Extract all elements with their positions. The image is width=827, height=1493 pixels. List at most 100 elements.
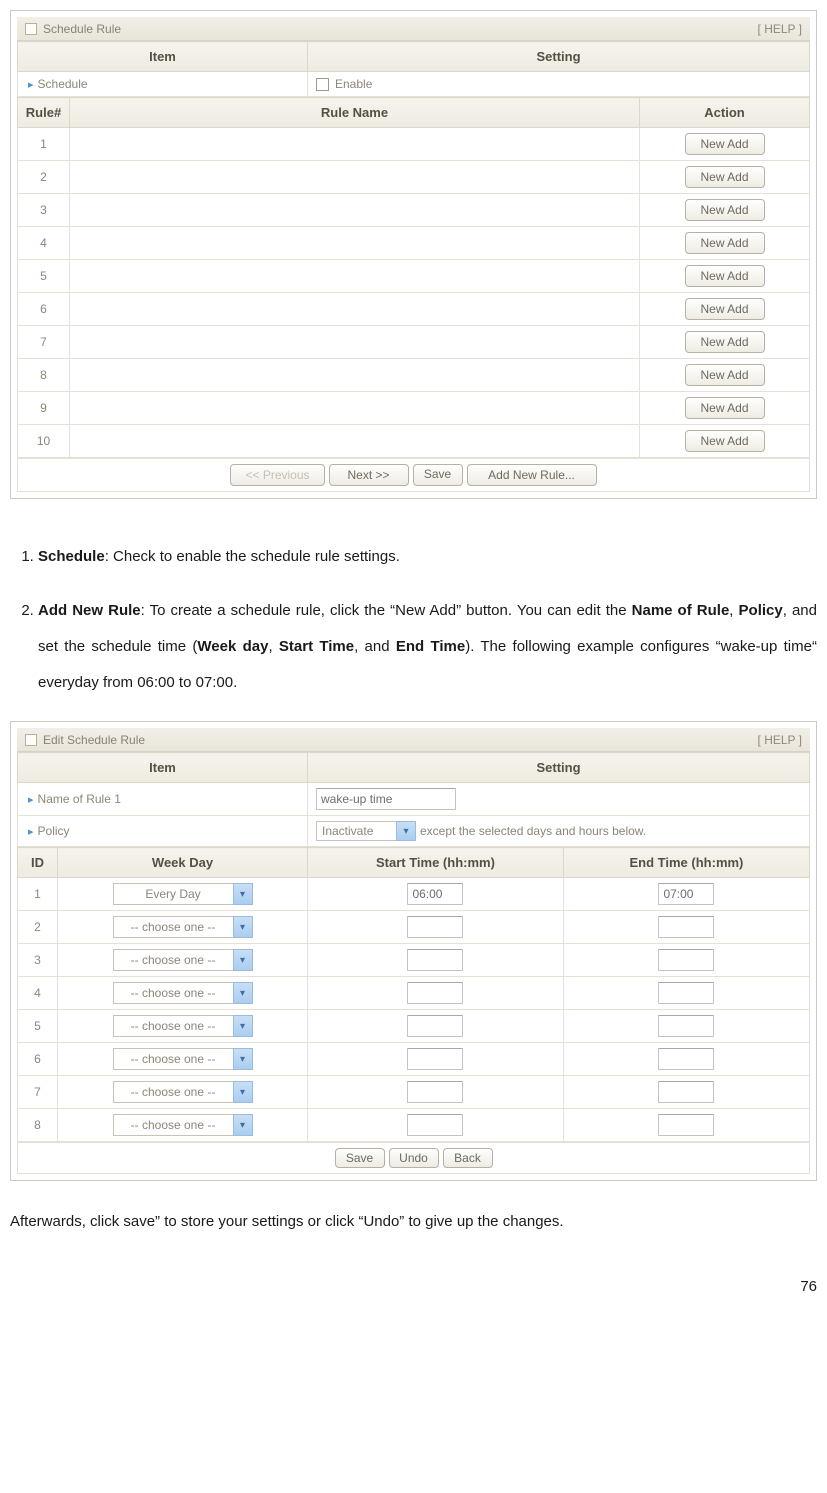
weekday-select[interactable]: Every Day▾ xyxy=(113,883,253,905)
end-cell xyxy=(563,1010,809,1043)
panel1-title: Schedule Rule xyxy=(43,22,121,36)
p2-col-setting: Setting xyxy=(308,753,810,783)
col-rule-name: Rule Name xyxy=(70,98,640,128)
chevron-down-icon: ▾ xyxy=(233,1081,253,1103)
save-button-2[interactable]: Save xyxy=(335,1148,385,1168)
id-cell: 5 xyxy=(18,1010,58,1043)
collapse-icon[interactable] xyxy=(25,734,37,746)
rule-row: 7 New Add xyxy=(18,326,810,359)
new-add-button[interactable]: New Add xyxy=(685,232,765,254)
start-time-input[interactable] xyxy=(407,1048,463,1070)
end-time-input[interactable] xyxy=(658,949,714,971)
panel1-titlebar: Schedule Rule [ HELP ] xyxy=(17,17,810,41)
weekday-select[interactable]: -- choose one --▾ xyxy=(113,1048,253,1070)
help-link-2[interactable]: [ HELP ] xyxy=(758,733,802,747)
week-cell: -- choose one --▾ xyxy=(58,944,308,977)
end-time-input[interactable] xyxy=(658,982,714,1004)
new-add-button[interactable]: New Add xyxy=(685,199,765,221)
name-of-rule-label: ▸Name of Rule 1 xyxy=(18,783,308,816)
item-setting-table: Item Setting ▸Schedule Enable xyxy=(17,41,810,97)
week-cell: -- choose one --▾ xyxy=(58,911,308,944)
page-number: 76 xyxy=(10,1278,817,1295)
chevron-down-icon: ▾ xyxy=(396,821,416,841)
footer-cell: << Previous Next >> Save Add New Rule... xyxy=(18,459,810,492)
new-add-button[interactable]: New Add xyxy=(685,265,765,287)
add-new-rule-button[interactable]: Add New Rule... xyxy=(467,464,597,486)
panel1-footer: << Previous Next >> Save Add New Rule... xyxy=(17,458,810,492)
end-time-input[interactable] xyxy=(658,1048,714,1070)
start-time-input[interactable] xyxy=(407,949,463,971)
panel2-footer: Save Undo Back xyxy=(17,1142,810,1174)
rule-action-cell: New Add xyxy=(640,161,810,194)
weekday-select[interactable]: -- choose one --▾ xyxy=(113,1114,253,1136)
end-time-input[interactable] xyxy=(658,883,714,905)
end-time-input[interactable] xyxy=(658,1114,714,1136)
start-time-input[interactable] xyxy=(407,1114,463,1136)
rule-num-cell: 7 xyxy=(18,326,70,359)
next-button[interactable]: Next >> xyxy=(329,464,409,486)
start-time-input[interactable] xyxy=(407,883,463,905)
rule-action-cell: New Add xyxy=(640,260,810,293)
start-time-input[interactable] xyxy=(407,982,463,1004)
col-start: Start Time (hh:mm) xyxy=(308,848,564,878)
weekday-select[interactable]: -- choose one --▾ xyxy=(113,1081,253,1103)
collapse-icon[interactable] xyxy=(25,23,37,35)
end-cell xyxy=(563,878,809,911)
row-marker-icon: ▸ xyxy=(28,826,34,838)
chevron-down-icon: ▾ xyxy=(233,982,253,1004)
schedule-row-label: ▸Schedule xyxy=(18,72,308,97)
new-add-button[interactable]: New Add xyxy=(685,133,765,155)
edit-schedule-rule-panel: Edit Schedule Rule [ HELP ] Item Setting… xyxy=(10,721,817,1181)
col-end: End Time (hh:mm) xyxy=(563,848,809,878)
weekday-select[interactable]: -- choose one --▾ xyxy=(113,1015,253,1037)
body-instructions: Schedule: Check to enable the schedule r… xyxy=(10,539,817,701)
rules-table: Rule# Rule Name Action 1New Add2New Add3… xyxy=(17,97,810,458)
id-cell: 3 xyxy=(18,944,58,977)
new-add-button[interactable]: New Add xyxy=(685,166,765,188)
new-add-button[interactable]: New Add xyxy=(685,397,765,419)
end-time-input[interactable] xyxy=(658,1015,714,1037)
rule-row: 4 New Add xyxy=(18,227,810,260)
weekday-select[interactable]: -- choose one --▾ xyxy=(113,916,253,938)
rule-num-cell: 3 xyxy=(18,194,70,227)
start-time-input[interactable] xyxy=(407,916,463,938)
new-add-button[interactable]: New Add xyxy=(685,430,765,452)
start-cell xyxy=(308,1109,564,1142)
start-time-input[interactable] xyxy=(407,1081,463,1103)
step-2: Add New Rule: To create a schedule rule,… xyxy=(38,593,817,701)
end-cell xyxy=(563,1109,809,1142)
weekday-row: 4-- choose one --▾ xyxy=(18,977,810,1010)
col-rule-num: Rule# xyxy=(18,98,70,128)
rule-num-cell: 10 xyxy=(18,425,70,458)
rule-name-input[interactable] xyxy=(316,788,456,810)
weekday-row: 2-- choose one --▾ xyxy=(18,911,810,944)
end-cell xyxy=(563,944,809,977)
end-time-input[interactable] xyxy=(658,916,714,938)
id-cell: 8 xyxy=(18,1109,58,1142)
week-cell: -- choose one --▾ xyxy=(58,1043,308,1076)
weekday-select[interactable]: -- choose one --▾ xyxy=(113,982,253,1004)
new-add-button[interactable]: New Add xyxy=(685,364,765,386)
rule-name-cell xyxy=(70,392,640,425)
afterwards-text: Afterwards, click save” to store your se… xyxy=(10,1205,817,1238)
help-link[interactable]: [ HELP ] xyxy=(758,22,802,36)
weekday-table: ID Week Day Start Time (hh:mm) End Time … xyxy=(17,847,810,1142)
back-button[interactable]: Back xyxy=(443,1148,493,1168)
new-add-button[interactable]: New Add xyxy=(685,298,765,320)
save-button-1[interactable]: Save xyxy=(413,464,463,486)
rule-num-cell: 4 xyxy=(18,227,70,260)
policy-select[interactable]: Inactivate ▾ xyxy=(316,821,416,841)
rule-action-cell: New Add xyxy=(640,194,810,227)
rule-num-cell: 5 xyxy=(18,260,70,293)
week-cell: -- choose one --▾ xyxy=(58,1010,308,1043)
chevron-down-icon: ▾ xyxy=(233,1015,253,1037)
end-time-input[interactable] xyxy=(658,1081,714,1103)
start-time-input[interactable] xyxy=(407,1015,463,1037)
enable-checkbox[interactable] xyxy=(316,78,329,91)
weekday-select[interactable]: -- choose one --▾ xyxy=(113,949,253,971)
new-add-button[interactable]: New Add xyxy=(685,331,765,353)
col-setting: Setting xyxy=(308,42,810,72)
rule-row: 5 New Add xyxy=(18,260,810,293)
rule-num-cell: 6 xyxy=(18,293,70,326)
undo-button[interactable]: Undo xyxy=(389,1148,439,1168)
